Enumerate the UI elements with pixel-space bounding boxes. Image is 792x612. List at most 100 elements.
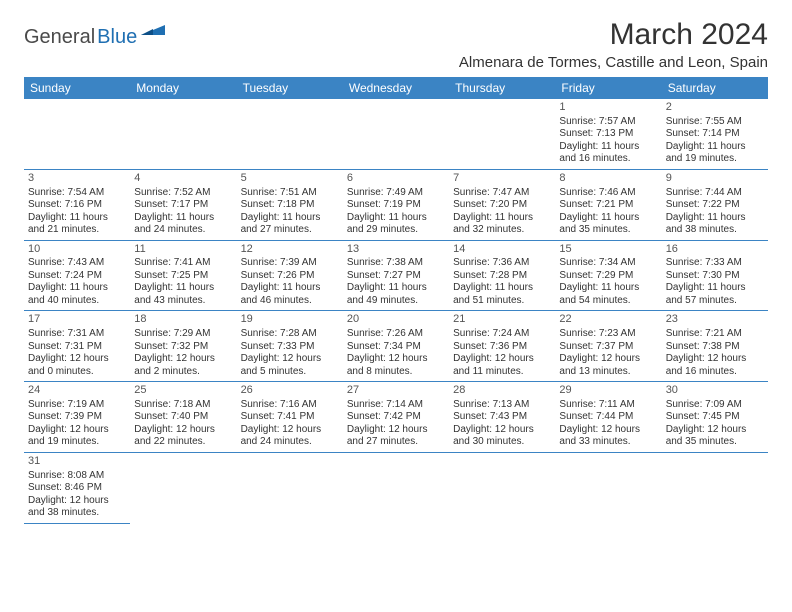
calendar-row: 10Sunrise: 7:43 AMSunset: 7:24 PMDayligh… xyxy=(24,240,768,311)
cell-sunset: Sunset: 7:24 PM xyxy=(28,270,126,283)
cell-dl1: Daylight: 11 hours xyxy=(666,282,764,295)
cell-dl1: Daylight: 11 hours xyxy=(347,212,445,225)
cell-sunset: Sunset: 7:42 PM xyxy=(347,411,445,424)
logo: General Blue xyxy=(24,18,169,49)
cell-sunset: Sunset: 7:39 PM xyxy=(28,411,126,424)
cell-sunset: Sunset: 7:40 PM xyxy=(134,411,232,424)
cell-dl1: Daylight: 12 hours xyxy=(134,424,232,437)
weekday-saturday: Saturday xyxy=(662,77,768,99)
cell-sunrise: Sunrise: 7:43 AM xyxy=(28,257,126,270)
cell-dl1: Daylight: 11 hours xyxy=(666,212,764,225)
weekday-sunday: Sunday xyxy=(24,77,130,99)
cell-dl1: Daylight: 12 hours xyxy=(28,353,126,366)
calendar-cell: 23Sunrise: 7:21 AMSunset: 7:38 PMDayligh… xyxy=(662,311,768,382)
cell-sunset: Sunset: 7:33 PM xyxy=(241,341,339,354)
day-number: 27 xyxy=(347,384,445,398)
cell-dl2: and 51 minutes. xyxy=(453,295,551,308)
cell-sunset: Sunset: 7:16 PM xyxy=(28,199,126,212)
cell-dl1: Daylight: 12 hours xyxy=(453,424,551,437)
cell-dl1: Daylight: 11 hours xyxy=(453,282,551,295)
day-number: 28 xyxy=(453,384,551,398)
day-number: 18 xyxy=(134,313,232,327)
day-number: 14 xyxy=(453,243,551,257)
calendar-cell: 7Sunrise: 7:47 AMSunset: 7:20 PMDaylight… xyxy=(449,169,555,240)
cell-sunset: Sunset: 7:27 PM xyxy=(347,270,445,283)
calendar-cell: 30Sunrise: 7:09 AMSunset: 7:45 PMDayligh… xyxy=(662,382,768,453)
cell-dl1: Daylight: 11 hours xyxy=(666,141,764,154)
calendar-cell: 13Sunrise: 7:38 AMSunset: 7:27 PMDayligh… xyxy=(343,240,449,311)
cell-dl2: and 40 minutes. xyxy=(28,295,126,308)
cell-sunrise: Sunrise: 7:44 AM xyxy=(666,187,764,200)
calendar-cell xyxy=(130,99,236,169)
cell-sunset: Sunset: 7:37 PM xyxy=(559,341,657,354)
day-number: 11 xyxy=(134,243,232,257)
cell-dl1: Daylight: 12 hours xyxy=(134,353,232,366)
cell-dl1: Daylight: 11 hours xyxy=(559,212,657,225)
calendar-cell: 31Sunrise: 8:08 AMSunset: 8:46 PMDayligh… xyxy=(24,452,130,523)
cell-dl1: Daylight: 11 hours xyxy=(559,282,657,295)
location-subtitle: Almenara de Tormes, Castille and Leon, S… xyxy=(459,54,768,71)
header: General Blue March 2024 Almenara de Torm… xyxy=(24,18,768,71)
calendar-cell: 17Sunrise: 7:31 AMSunset: 7:31 PMDayligh… xyxy=(24,311,130,382)
weekday-thursday: Thursday xyxy=(449,77,555,99)
calendar-table: Sunday Monday Tuesday Wednesday Thursday… xyxy=(24,77,768,524)
cell-dl2: and 30 minutes. xyxy=(453,436,551,449)
calendar-cell: 11Sunrise: 7:41 AMSunset: 7:25 PMDayligh… xyxy=(130,240,236,311)
calendar-cell: 9Sunrise: 7:44 AMSunset: 7:22 PMDaylight… xyxy=(662,169,768,240)
cell-sunrise: Sunrise: 7:28 AM xyxy=(241,328,339,341)
cell-sunrise: Sunrise: 7:09 AM xyxy=(666,399,764,412)
cell-sunrise: Sunrise: 7:57 AM xyxy=(559,116,657,129)
calendar-cell: 26Sunrise: 7:16 AMSunset: 7:41 PMDayligh… xyxy=(237,382,343,453)
calendar-row: 31Sunrise: 8:08 AMSunset: 8:46 PMDayligh… xyxy=(24,452,768,523)
calendar-cell: 5Sunrise: 7:51 AMSunset: 7:18 PMDaylight… xyxy=(237,169,343,240)
cell-sunrise: Sunrise: 7:14 AM xyxy=(347,399,445,412)
cell-sunrise: Sunrise: 7:46 AM xyxy=(559,187,657,200)
calendar-cell: 18Sunrise: 7:29 AMSunset: 7:32 PMDayligh… xyxy=(130,311,236,382)
calendar-cell: 16Sunrise: 7:33 AMSunset: 7:30 PMDayligh… xyxy=(662,240,768,311)
cell-sunset: Sunset: 7:38 PM xyxy=(666,341,764,354)
cell-dl2: and 32 minutes. xyxy=(453,224,551,237)
cell-sunset: Sunset: 7:43 PM xyxy=(453,411,551,424)
calendar-cell xyxy=(237,99,343,169)
calendar-cell: 2Sunrise: 7:55 AMSunset: 7:14 PMDaylight… xyxy=(662,99,768,169)
cell-sunset: Sunset: 7:14 PM xyxy=(666,128,764,141)
cell-dl2: and 19 minutes. xyxy=(666,153,764,166)
cell-sunset: Sunset: 7:30 PM xyxy=(666,270,764,283)
day-number: 5 xyxy=(241,172,339,186)
cell-dl1: Daylight: 12 hours xyxy=(28,495,126,508)
cell-dl2: and 13 minutes. xyxy=(559,366,657,379)
cell-dl2: and 5 minutes. xyxy=(241,366,339,379)
day-number: 4 xyxy=(134,172,232,186)
cell-sunset: Sunset: 7:32 PM xyxy=(134,341,232,354)
day-number: 25 xyxy=(134,384,232,398)
cell-dl1: Daylight: 11 hours xyxy=(241,282,339,295)
calendar-cell xyxy=(24,99,130,169)
cell-sunset: Sunset: 7:22 PM xyxy=(666,199,764,212)
cell-sunset: Sunset: 7:41 PM xyxy=(241,411,339,424)
day-number: 12 xyxy=(241,243,339,257)
calendar-cell xyxy=(237,452,343,523)
day-number: 21 xyxy=(453,313,551,327)
cell-sunrise: Sunrise: 7:52 AM xyxy=(134,187,232,200)
cell-sunset: Sunset: 7:44 PM xyxy=(559,411,657,424)
cell-dl1: Daylight: 11 hours xyxy=(453,212,551,225)
cell-sunrise: Sunrise: 7:18 AM xyxy=(134,399,232,412)
day-number: 20 xyxy=(347,313,445,327)
calendar-cell: 21Sunrise: 7:24 AMSunset: 7:36 PMDayligh… xyxy=(449,311,555,382)
cell-sunset: Sunset: 7:18 PM xyxy=(241,199,339,212)
cell-sunset: Sunset: 7:19 PM xyxy=(347,199,445,212)
calendar-row: 17Sunrise: 7:31 AMSunset: 7:31 PMDayligh… xyxy=(24,311,768,382)
cell-dl1: Daylight: 11 hours xyxy=(28,212,126,225)
cell-dl2: and 16 minutes. xyxy=(666,366,764,379)
calendar-cell: 6Sunrise: 7:49 AMSunset: 7:19 PMDaylight… xyxy=(343,169,449,240)
cell-dl1: Daylight: 12 hours xyxy=(241,424,339,437)
day-number: 24 xyxy=(28,384,126,398)
day-number: 26 xyxy=(241,384,339,398)
cell-sunrise: Sunrise: 7:47 AM xyxy=(453,187,551,200)
cell-dl2: and 22 minutes. xyxy=(134,436,232,449)
calendar-cell: 29Sunrise: 7:11 AMSunset: 7:44 PMDayligh… xyxy=(555,382,661,453)
weekday-tuesday: Tuesday xyxy=(237,77,343,99)
cell-dl2: and 24 minutes. xyxy=(134,224,232,237)
cell-dl1: Daylight: 12 hours xyxy=(559,424,657,437)
cell-sunrise: Sunrise: 7:33 AM xyxy=(666,257,764,270)
